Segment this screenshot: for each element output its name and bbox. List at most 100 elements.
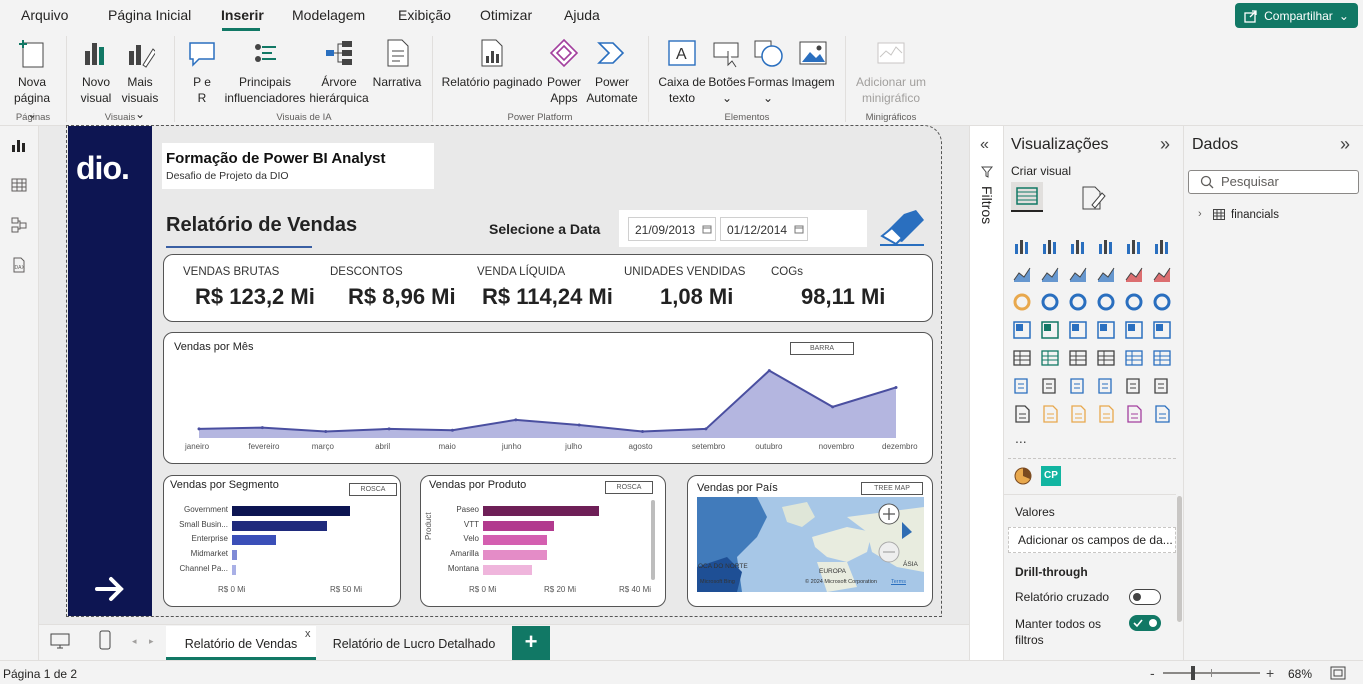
clustered-column-icon[interactable]: [1096, 236, 1116, 256]
format-visual-tab[interactable]: [1080, 185, 1106, 214]
image-button[interactable]: Imagem: [789, 36, 837, 90]
map-terms-link[interactable]: Terms: [891, 579, 906, 585]
collapse-viz-icon[interactable]: »: [1160, 134, 1171, 154]
data-point-outubro[interactable]: [767, 369, 771, 373]
power-bi-card-icon[interactable]: [1068, 404, 1088, 424]
paginated-icon[interactable]: [1012, 404, 1032, 424]
map-icon[interactable]: [1040, 320, 1060, 340]
bar-channel-pa-[interactable]: [232, 564, 237, 575]
new-card-icon[interactable]: [1096, 404, 1116, 424]
ribbon-icon[interactable]: [1096, 264, 1116, 284]
buttons-button[interactable]: Botões ⌄: [707, 36, 747, 106]
data-point-setembro[interactable]: [704, 427, 708, 431]
rosca-tag[interactable]: ROSCA: [349, 483, 397, 496]
cross-report-toggle[interactable]: [1129, 589, 1161, 605]
narrative-icon[interactable]: [1124, 376, 1144, 396]
menu-inserir[interactable]: Inserir: [221, 7, 264, 23]
stacked-column-icon[interactable]: [1040, 236, 1060, 256]
data-point-agosto[interactable]: [641, 430, 645, 434]
add-page-button[interactable]: +: [512, 626, 550, 660]
metrics-icon[interactable]: [1152, 376, 1172, 396]
date-start-input[interactable]: 21/09/2013: [628, 217, 716, 241]
data-point-abril[interactable]: [387, 427, 391, 431]
data-point-maio[interactable]: [450, 428, 454, 432]
keep-filters-toggle[interactable]: [1129, 615, 1161, 631]
data-point-janeiro[interactable]: [197, 427, 201, 431]
clustered-bar-icon[interactable]: [1068, 236, 1088, 256]
powerapps-card-icon[interactable]: [1040, 404, 1060, 424]
collapse-filters-icon[interactable]: «: [980, 136, 989, 153]
multi-row-card-icon[interactable]: [1012, 348, 1032, 368]
data-point-junho[interactable]: [514, 418, 518, 422]
treemap-tag[interactable]: TREE MAP: [861, 482, 923, 495]
build-visual-tab[interactable]: [1011, 182, 1043, 212]
gauge-icon[interactable]: [1124, 320, 1144, 340]
bar-enterprise[interactable]: [232, 535, 276, 546]
date-end-input[interactable]: 01/12/2014: [720, 217, 808, 241]
kpi-card[interactable]: [163, 254, 933, 322]
data-point-dezembro[interactable]: [894, 385, 898, 389]
custom-visual-icon[interactable]: [1013, 466, 1033, 486]
more-visuals-ellipsis[interactable]: ...: [1015, 430, 1027, 446]
sales-by-segment-card[interactable]: [163, 475, 401, 607]
bar-vtt[interactable]: [483, 520, 555, 531]
rosca-tag[interactable]: ROSCA: [605, 481, 653, 494]
100-bar-icon[interactable]: [1124, 236, 1144, 256]
donut-icon[interactable]: [1152, 292, 1172, 312]
data-point-março[interactable]: [324, 430, 328, 434]
python-visual-icon[interactable]: [1012, 376, 1032, 396]
shapes-button[interactable]: Formas ⌄: [747, 36, 789, 106]
azure-map-icon[interactable]: [1096, 320, 1116, 340]
world-map[interactable]: [697, 497, 924, 592]
new-page-button[interactable]: Nova página ⌄: [8, 36, 56, 122]
dax-query-icon[interactable]: DAX: [8, 254, 30, 276]
zoom-percentage[interactable]: 68%: [1288, 667, 1313, 681]
menu-modelagem[interactable]: Modelagem: [292, 7, 366, 23]
power-automate-button[interactable]: Power Automate: [584, 36, 640, 106]
funnel-icon[interactable]: [1068, 292, 1088, 312]
desktop-layout-icon[interactable]: [50, 632, 70, 653]
table-view-icon[interactable]: [8, 174, 30, 196]
bar-midmarket[interactable]: [232, 550, 238, 561]
zoom-in-button[interactable]: +: [1266, 665, 1275, 681]
bar-small-busin-[interactable]: [232, 520, 328, 531]
more-visuals-button[interactable]: Mais visuais ⌄: [116, 36, 164, 122]
data-point-novembro[interactable]: [831, 405, 835, 409]
decomposition-tree-button[interactable]: Árvore hierárquica: [307, 36, 371, 106]
qa-icon[interactable]: [1096, 376, 1116, 396]
close-tab-icon[interactable]: x: [305, 628, 311, 640]
arrow-right-icon[interactable]: [93, 572, 127, 609]
treemap-icon[interactable]: [1012, 320, 1032, 340]
key-influencers-icon[interactable]: [1040, 376, 1060, 396]
bar-government[interactable]: [232, 506, 350, 516]
page-tab-relatorio-vendas[interactable]: Relatório de Vendas: [166, 626, 316, 660]
stacked-area-icon[interactable]: [1068, 264, 1088, 284]
text-box-button[interactable]: A Caixa de texto: [656, 36, 708, 106]
power-apps-button[interactable]: Power Apps: [544, 36, 584, 106]
menu-arquivo[interactable]: Arquivo: [21, 7, 69, 23]
values-drop-zone[interactable]: Adicionar os campos de da...: [1008, 527, 1176, 553]
line-icon[interactable]: [1012, 264, 1032, 284]
zoom-slider-thumb[interactable]: [1191, 666, 1195, 680]
zoom-out-button[interactable]: -: [1150, 665, 1155, 681]
collapse-data-icon[interactable]: »: [1340, 134, 1351, 154]
table-financials[interactable]: financials: [1231, 209, 1279, 221]
matrix-icon[interactable]: [1124, 348, 1144, 368]
mobile-layout-icon[interactable]: [98, 630, 112, 653]
page-tab-lucro-detalhado[interactable]: Relatório de Lucro Detalhado: [332, 637, 496, 651]
card-icon[interactable]: [1152, 320, 1172, 340]
power-automate-icon[interactable]: [1152, 404, 1172, 424]
filters-label[interactable]: Filtros: [979, 186, 995, 225]
model-view-icon[interactable]: [8, 214, 30, 236]
menu-ajuda[interactable]: Ajuda: [564, 7, 600, 23]
add-sparkline-button[interactable]: Adicionar um minigráfico: [852, 36, 930, 106]
product-scrollbar[interactable]: [651, 500, 655, 580]
bar-amarilla[interactable]: [483, 550, 547, 561]
waterfall-icon[interactable]: [1012, 292, 1032, 312]
new-visual-button[interactable]: Novo visual: [76, 36, 116, 106]
paginated-report-button[interactable]: Relatório paginado: [440, 36, 544, 90]
stacked-bar-icon[interactable]: [1012, 236, 1032, 256]
area-icon[interactable]: [1040, 264, 1060, 284]
bar-paseo[interactable]: [483, 506, 600, 516]
